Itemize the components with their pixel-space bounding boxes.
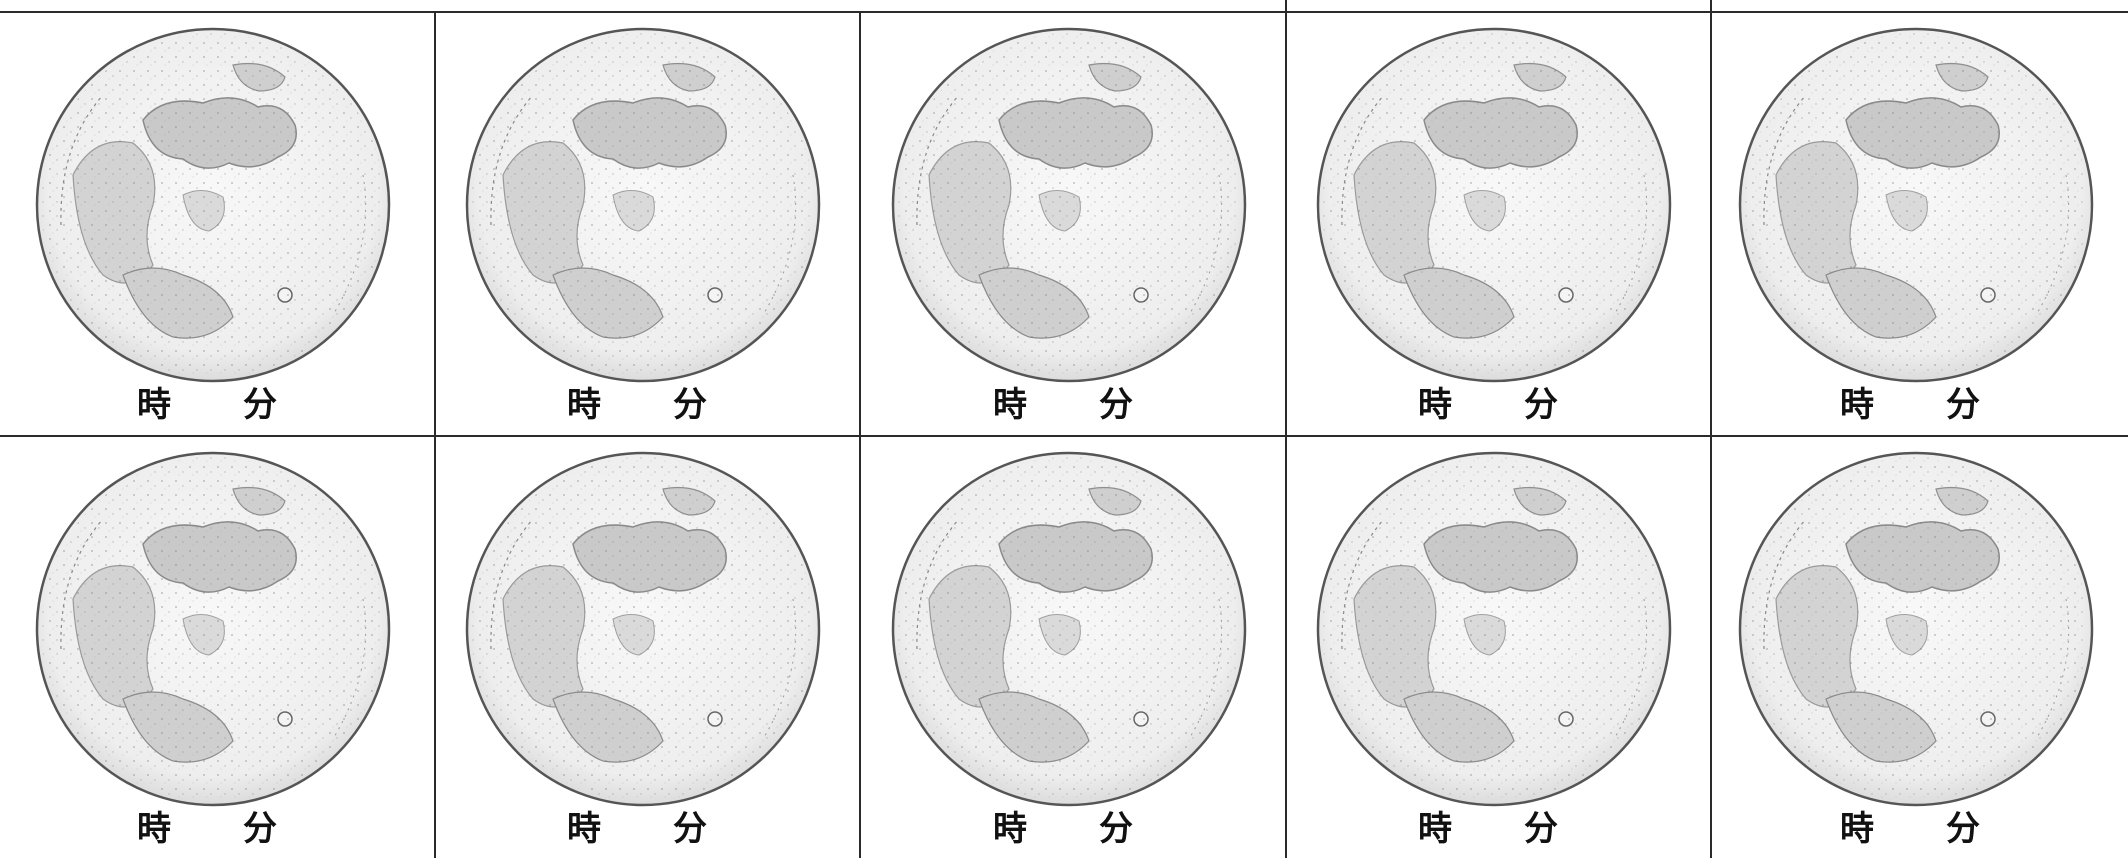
minute-label: 分 [243, 808, 277, 849]
time-entry-label: 時 分 [1840, 800, 1980, 850]
minute-label: 分 [1946, 808, 1980, 849]
full-moon-icon [35, 27, 391, 383]
full-moon-icon [1316, 27, 1672, 383]
hour-label: 時 [993, 808, 1027, 849]
observation-cell: 時 分 [1711, 12, 2128, 435]
time-entry-label: 時 分 [1418, 800, 1558, 850]
full-moon-icon [891, 451, 1247, 807]
minute-label: 分 [673, 384, 707, 425]
minute-label: 分 [1099, 808, 1133, 849]
observation-cell: 時 分 [1286, 12, 1710, 435]
time-entry-label: 時 分 [137, 376, 277, 426]
full-moon-icon [35, 451, 391, 807]
observation-cell: 時 分 [435, 12, 859, 435]
top-border-line [0, 11, 2128, 13]
cropped-label-fragment: ▔ ▔ [1850, 0, 1958, 14]
hour-label: 時 [1840, 384, 1874, 425]
minute-label: 分 [1946, 384, 1980, 425]
observation-cell: 時 分 [1711, 436, 2128, 858]
minute-label: 分 [673, 808, 707, 849]
column-divider-3 [1285, 0, 1287, 858]
hour-label: 時 [567, 808, 601, 849]
observation-cell: 時 分 [0, 436, 434, 858]
middle-border-line [0, 435, 2128, 437]
cropped-label-fragment: ▔ ▔ [1425, 0, 1533, 14]
column-divider-1 [434, 11, 436, 858]
hour-label: 時 [1418, 808, 1452, 849]
time-entry-label: 時 分 [993, 800, 1133, 850]
hour-label: 時 [137, 808, 171, 849]
full-moon-icon [1316, 451, 1672, 807]
minute-label: 分 [243, 384, 277, 425]
time-entry-label: 時 分 [1840, 376, 1980, 426]
hour-label: 時 [1418, 384, 1452, 425]
column-divider-2 [859, 11, 861, 858]
minute-label: 分 [1099, 384, 1133, 425]
time-entry-label: 時 分 [567, 800, 707, 850]
hour-label: 時 [567, 384, 601, 425]
full-moon-icon [465, 27, 821, 383]
minute-label: 分 [1524, 384, 1558, 425]
full-moon-icon [465, 451, 821, 807]
observation-cell: 時 分 [435, 436, 859, 858]
hour-label: 時 [993, 384, 1027, 425]
hour-label: 時 [1840, 808, 1874, 849]
hour-label: 時 [137, 384, 171, 425]
observation-cell: 時 分 [1286, 436, 1710, 858]
full-moon-icon [1738, 451, 2094, 807]
observation-cell: 時 分 [0, 12, 434, 435]
observation-cell: 時 分 [860, 12, 1285, 435]
minute-label: 分 [1524, 808, 1558, 849]
full-moon-icon [1738, 27, 2094, 383]
time-entry-label: 時 分 [1418, 376, 1558, 426]
full-moon-icon [891, 27, 1247, 383]
time-entry-label: 時 分 [567, 376, 707, 426]
time-entry-label: 時 分 [137, 800, 277, 850]
observation-cell: 時 分 [860, 436, 1285, 858]
column-divider-4 [1710, 0, 1712, 858]
time-entry-label: 時 分 [993, 376, 1133, 426]
